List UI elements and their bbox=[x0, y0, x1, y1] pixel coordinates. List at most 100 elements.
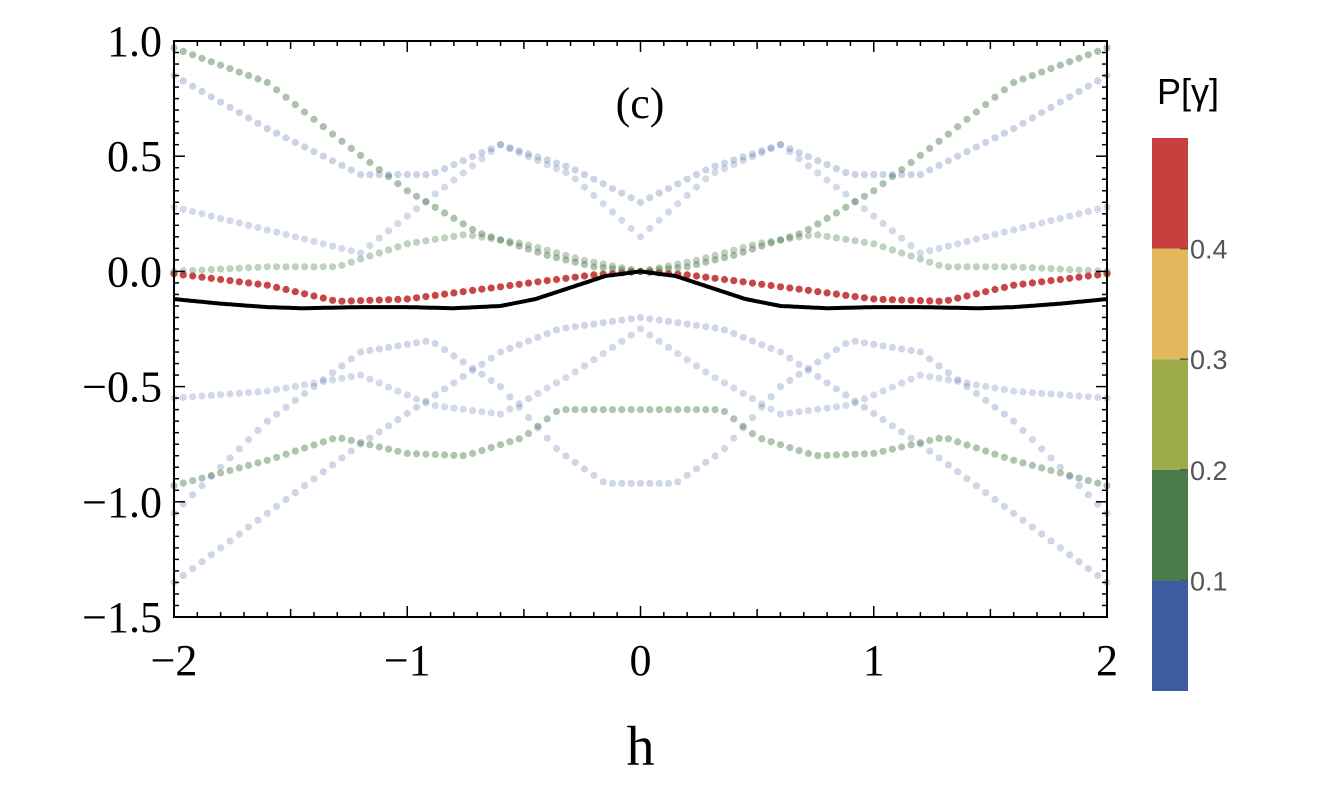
data-point bbox=[329, 369, 337, 377]
data-point bbox=[870, 340, 878, 348]
data-point bbox=[935, 244, 943, 252]
data-point bbox=[1047, 265, 1055, 273]
data-point bbox=[1056, 469, 1064, 477]
data-point bbox=[506, 393, 514, 401]
data-point bbox=[245, 389, 253, 397]
data-point bbox=[982, 138, 990, 146]
data-point bbox=[795, 447, 803, 455]
data-point bbox=[338, 261, 346, 269]
data-point bbox=[291, 138, 299, 146]
data-point bbox=[189, 477, 197, 485]
data-point bbox=[375, 443, 383, 451]
data-point bbox=[245, 523, 253, 531]
data-point bbox=[655, 337, 663, 345]
ground-state-line bbox=[173, 269, 1108, 311]
data-point bbox=[916, 151, 925, 159]
data-point bbox=[655, 264, 663, 272]
data-point bbox=[1000, 263, 1009, 271]
data-point bbox=[907, 375, 915, 383]
data-point bbox=[991, 384, 999, 392]
data-point bbox=[860, 238, 869, 246]
data-point bbox=[748, 153, 757, 161]
data-point bbox=[916, 249, 925, 257]
data-point bbox=[702, 458, 710, 466]
data-point bbox=[870, 391, 878, 399]
data-point bbox=[851, 450, 859, 458]
data-point bbox=[832, 403, 841, 411]
data-point bbox=[646, 224, 654, 233]
data-point bbox=[338, 362, 346, 370]
data-point bbox=[235, 278, 243, 286]
data-point bbox=[636, 198, 645, 206]
data-point bbox=[832, 385, 841, 393]
data-point bbox=[1094, 271, 1102, 279]
data-point bbox=[487, 409, 495, 417]
data-point bbox=[804, 286, 813, 294]
data-point bbox=[963, 475, 971, 483]
data-point bbox=[926, 447, 934, 455]
data-point bbox=[842, 203, 850, 211]
data-point bbox=[301, 444, 309, 452]
data-point bbox=[291, 101, 299, 109]
data-point bbox=[1056, 265, 1064, 273]
data-point bbox=[1010, 263, 1018, 271]
data-point bbox=[431, 203, 439, 211]
data-point bbox=[422, 397, 430, 405]
data-point bbox=[179, 77, 187, 85]
data-point bbox=[851, 293, 859, 301]
data-point bbox=[515, 400, 523, 408]
data-point bbox=[534, 248, 542, 256]
data-point bbox=[1056, 391, 1064, 399]
data-point bbox=[739, 333, 747, 341]
data-point bbox=[627, 479, 635, 487]
data-point bbox=[1028, 389, 1036, 397]
data-point bbox=[907, 158, 915, 167]
data-point bbox=[422, 237, 430, 245]
data-point bbox=[291, 233, 299, 241]
data-point bbox=[562, 169, 570, 177]
data-point bbox=[413, 238, 421, 246]
data-point bbox=[198, 54, 206, 62]
data-point bbox=[263, 226, 271, 234]
data-point bbox=[842, 190, 850, 198]
x-tick-label: −1 bbox=[384, 636, 431, 685]
data-point bbox=[431, 169, 439, 177]
data-point bbox=[469, 407, 477, 415]
data-point bbox=[944, 369, 953, 377]
data-point bbox=[1038, 264, 1046, 272]
data-point bbox=[441, 346, 449, 354]
data-point bbox=[954, 152, 962, 160]
data-point bbox=[254, 280, 262, 288]
data-point bbox=[385, 445, 393, 453]
data-point bbox=[282, 403, 290, 411]
data-point bbox=[795, 370, 803, 378]
data-point bbox=[916, 371, 925, 379]
data-point bbox=[347, 258, 355, 266]
data-point bbox=[245, 461, 253, 469]
data-point bbox=[879, 447, 887, 455]
data-point bbox=[702, 273, 710, 281]
data-point bbox=[692, 321, 701, 329]
data-point bbox=[664, 479, 673, 487]
data-point bbox=[851, 237, 859, 245]
data-point bbox=[627, 194, 635, 202]
data-point bbox=[207, 391, 215, 399]
data-point bbox=[1047, 537, 1055, 545]
data-point bbox=[459, 373, 467, 381]
data-point bbox=[916, 440, 925, 448]
data-point bbox=[618, 189, 626, 197]
data-point bbox=[720, 249, 729, 257]
data-point bbox=[1066, 391, 1074, 399]
data-point bbox=[543, 384, 551, 392]
data-point bbox=[730, 384, 738, 392]
data-point bbox=[189, 565, 197, 573]
data-point bbox=[580, 272, 589, 280]
data-point bbox=[711, 406, 719, 414]
data-point bbox=[273, 263, 281, 271]
data-point bbox=[814, 288, 822, 296]
data-point bbox=[338, 161, 346, 169]
data-point bbox=[366, 434, 374, 442]
data-point bbox=[935, 297, 943, 305]
data-point bbox=[413, 205, 421, 213]
